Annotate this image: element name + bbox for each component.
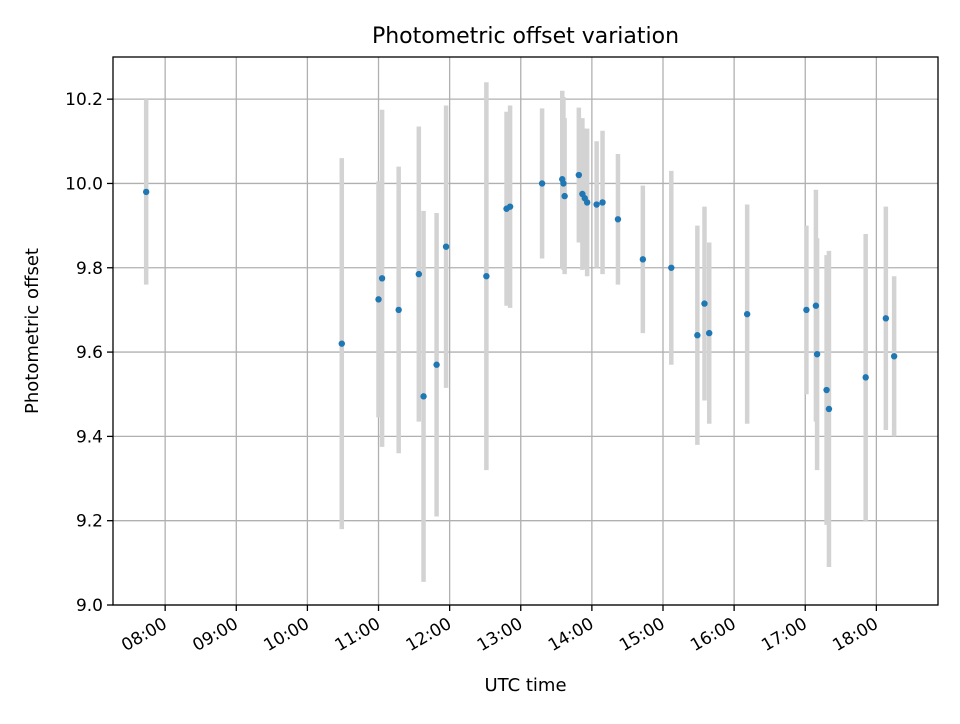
data-point: [803, 306, 810, 314]
y-tick-label: 9.8: [76, 259, 103, 279]
data-point: [668, 264, 675, 271]
data-point: [415, 270, 423, 278]
y-tick-label: 10.0: [65, 174, 103, 194]
data-point: [743, 310, 751, 318]
y-tick-label: 9.2: [76, 512, 103, 532]
data-point: [338, 340, 345, 347]
data-point: [639, 256, 647, 263]
y-axis: 9.0 9.2 9.4 9.6 9.8 10.0 10.2: [65, 90, 113, 616]
data-point: [442, 243, 450, 250]
data-point: [395, 306, 402, 314]
data-point: [575, 171, 583, 179]
data-point: [593, 201, 600, 208]
data-point: [882, 315, 890, 322]
data-point: [433, 361, 440, 368]
data-point: [825, 405, 833, 413]
data-point: [890, 353, 898, 360]
x-axis-label: UTC time: [484, 675, 566, 696]
y-tick-label: 9.6: [76, 343, 103, 363]
y-tick-label: 9.4: [76, 427, 103, 447]
y-tick-label: 10.2: [65, 90, 103, 110]
data-point: [706, 329, 713, 337]
data-point: [614, 216, 622, 223]
data-point: [694, 332, 701, 339]
data-point: [506, 203, 514, 210]
data-point: [483, 273, 490, 280]
data-point: [583, 199, 591, 206]
data-point: [538, 180, 546, 187]
data-point: [378, 275, 386, 282]
data-point: [375, 296, 382, 303]
plot-frame: [112, 56, 939, 606]
data-point: [812, 302, 820, 309]
data-point: [561, 192, 568, 200]
data-point: [701, 300, 708, 307]
data-point: [420, 393, 427, 400]
data-point: [862, 374, 869, 381]
data-point: [560, 180, 567, 187]
y-axis-label: Photometric offset: [22, 248, 43, 414]
data-point: [599, 199, 606, 206]
chart-title: Photometric offset variation: [372, 24, 679, 49]
data-point: [823, 386, 830, 394]
marker-layer: [142, 171, 898, 413]
data-point: [813, 350, 821, 358]
y-tick-label: 9.0: [76, 596, 103, 616]
data-point: [142, 188, 150, 196]
